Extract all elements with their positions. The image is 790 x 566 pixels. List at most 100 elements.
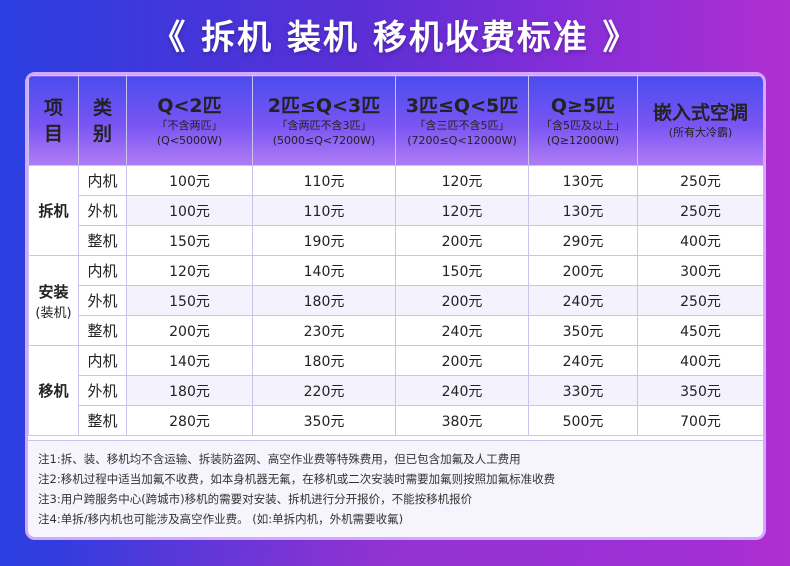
- header-col-2-sub2: (5000≤Q<7200W): [272, 133, 376, 147]
- table-row: 移机 内机 140元 180元 200元 240元 400元: [28, 345, 763, 436]
- category-cell: 安装 (装机): [28, 255, 79, 346]
- header-col-3-sub1: 「含三匹不含5匹」: [414, 118, 510, 132]
- price-table: 项 目 类 别 Q<2匹 「不含两匹」 (Q<5000W) 2匹≤Q<3匹 「含…: [28, 75, 763, 436]
- header-col-1-sub1: 「不含两匹」: [156, 118, 223, 132]
- price-cell: 450元: [637, 315, 763, 346]
- price-cell: 180元: [252, 285, 396, 316]
- price-cell: 350元: [637, 375, 763, 406]
- price-cell: 130元: [528, 165, 638, 196]
- header-col-2-main: 2匹≤Q<3匹: [267, 94, 381, 117]
- price-cell: 150元: [395, 255, 529, 286]
- header-col-1: Q<2匹 「不含两匹」 (Q<5000W): [126, 75, 253, 166]
- table-row: 外机 100元 110元 120元 130元 250元: [29, 195, 763, 226]
- note-1: 注1:拆、装、移机均不含运输、拆装防盗网、高空作业费等特殊费用，但已包含加氟及人…: [38, 452, 521, 466]
- price-cell: 350元: [528, 315, 638, 346]
- type-cell: 整机: [78, 405, 127, 436]
- price-cell: 250元: [637, 195, 763, 226]
- price-cell: 200元: [395, 345, 529, 376]
- header-col-5-sub1: (所有大冷霸): [668, 126, 733, 139]
- price-cell: 120元: [395, 195, 529, 226]
- table-row: 外机 150元 180元 200元 240元 250元: [29, 285, 763, 316]
- price-cell: 110元: [252, 195, 396, 226]
- note-3: 注3:用户跨服务中心(跨城市)移机的需要对安装、拆机进行分开报价，不能按移机报价: [38, 492, 473, 506]
- note-2: 注2:移机过程中适当加氟不收费，如本身机器无氟，在移机或二次安装时需要加氟则按照…: [38, 472, 556, 486]
- header-leibie-line1: 类: [92, 96, 112, 119]
- table-row: 拆机 内机 100元 110元 120元 130元 250元: [28, 165, 763, 256]
- price-cell: 100元: [126, 195, 253, 226]
- table-row: 整机 200元 230元 240元 350元 450元: [29, 315, 763, 346]
- note-4: 注4:单拆/移内机也可能涉及高空作业费。 (如:单拆内机，外机需要收氟): [38, 512, 404, 526]
- type-cell: 内机: [78, 165, 127, 196]
- price-cell: 120元: [395, 165, 529, 196]
- type-cell: 整机: [78, 225, 127, 256]
- category-cell: 移机: [28, 345, 79, 436]
- table-row: 外机 180元 220元 240元 330元 350元: [29, 375, 763, 406]
- header-col-2: 2匹≤Q<3匹 「含两匹不含3匹」 (5000≤Q<7200W): [252, 75, 396, 166]
- price-cell: 130元: [528, 195, 638, 226]
- category-name: 拆机: [38, 202, 69, 220]
- category-name: 安装: [38, 282, 69, 301]
- header-col-5-main: 嵌入式空调: [652, 102, 748, 124]
- price-cell: 330元: [528, 375, 638, 406]
- type-cell: 内机: [78, 345, 127, 376]
- price-cell: 190元: [252, 225, 396, 256]
- price-cell: 110元: [252, 165, 396, 196]
- price-cell: 200元: [395, 225, 529, 256]
- category-subname: (装机): [35, 305, 72, 321]
- price-cell: 180元: [126, 375, 253, 406]
- price-cell: 150元: [126, 285, 253, 316]
- table-row: 整机 280元 350元 380元 500元 700元: [29, 405, 763, 436]
- header-xiangmu: 项 目: [28, 75, 79, 166]
- category-cell: 拆机: [28, 165, 79, 256]
- price-cell: 150元: [126, 225, 253, 256]
- price-cell: 240元: [528, 285, 638, 316]
- price-cell: 120元: [126, 255, 253, 286]
- header-col-4: Q≥5匹 「含5匹及以上」 (Q≥12000W): [528, 75, 638, 166]
- price-cell: 400元: [637, 345, 763, 376]
- price-cell: 700元: [637, 405, 763, 436]
- price-cell: 230元: [252, 315, 396, 346]
- header-col-5: 嵌入式空调 (所有大冷霸): [637, 75, 763, 166]
- header-col-4-main: Q≥5匹: [550, 94, 616, 117]
- type-cell: 整机: [78, 315, 127, 346]
- notes-section: 注1:拆、装、移机均不含运输、拆装防盗网、高空作业费等特殊费用，但已包含加氟及人…: [28, 440, 763, 537]
- category-name: 移机: [38, 382, 69, 400]
- price-card: 项 目 类 别 Q<2匹 「不含两匹」 (Q<5000W) 2匹≤Q<3匹 「含…: [25, 72, 766, 540]
- header-col-4-sub2: (Q≥12000W): [546, 133, 620, 147]
- header-col-3-main: 3匹≤Q<5匹: [405, 94, 519, 117]
- header-row: 项 目 类 别 Q<2匹 「不含两匹」 (Q<5000W) 2匹≤Q<3匹 「含…: [28, 75, 763, 166]
- price-cell: 400元: [637, 225, 763, 256]
- price-cell: 180元: [252, 345, 396, 376]
- page-title: 《 拆机 装机 移机收费标准 》: [151, 18, 639, 58]
- price-cell: 200元: [126, 315, 253, 346]
- price-cell: 220元: [252, 375, 396, 406]
- header-col-1-main: Q<2匹: [157, 94, 222, 117]
- price-cell: 240元: [528, 345, 638, 376]
- header-leibie-line2: 别: [92, 122, 112, 145]
- price-cell: 140元: [252, 255, 396, 286]
- price-cell: 240元: [395, 375, 529, 406]
- price-cell: 380元: [395, 405, 529, 436]
- header-col-2-sub1: 「含两匹不含3匹」: [276, 118, 372, 132]
- type-cell: 外机: [78, 195, 127, 226]
- price-cell: 100元: [126, 165, 253, 196]
- price-cell: 200元: [395, 285, 529, 316]
- price-cell: 290元: [528, 225, 638, 256]
- price-cell: 250元: [637, 165, 763, 196]
- type-cell: 内机: [78, 255, 127, 286]
- table-row: 安装 (装机) 内机 120元 140元 150元 200元 300元: [28, 255, 763, 346]
- type-cell: 外机: [78, 375, 127, 406]
- header-xiangmu-line2: 目: [43, 122, 63, 145]
- header-col-3: 3匹≤Q<5匹 「含三匹不含5匹」 (7200≤Q<12000W): [395, 75, 529, 166]
- header-col-4-sub1: 「含5匹及以上」: [541, 118, 625, 132]
- header-leibie: 类 别: [78, 75, 127, 166]
- price-cell: 280元: [126, 405, 253, 436]
- price-cell: 240元: [395, 315, 529, 346]
- header-col-1-sub2: (Q<5000W): [156, 133, 223, 147]
- table-body: 拆机 内机 100元 110元 120元 130元 250元 外机 100元 110元 120元 13…: [28, 165, 763, 436]
- price-cell: 500元: [528, 405, 638, 436]
- type-cell: 外机: [78, 285, 127, 316]
- price-cell: 250元: [637, 285, 763, 316]
- header-col-3-sub2: (7200≤Q<12000W): [407, 133, 517, 147]
- price-cell: 200元: [528, 255, 638, 286]
